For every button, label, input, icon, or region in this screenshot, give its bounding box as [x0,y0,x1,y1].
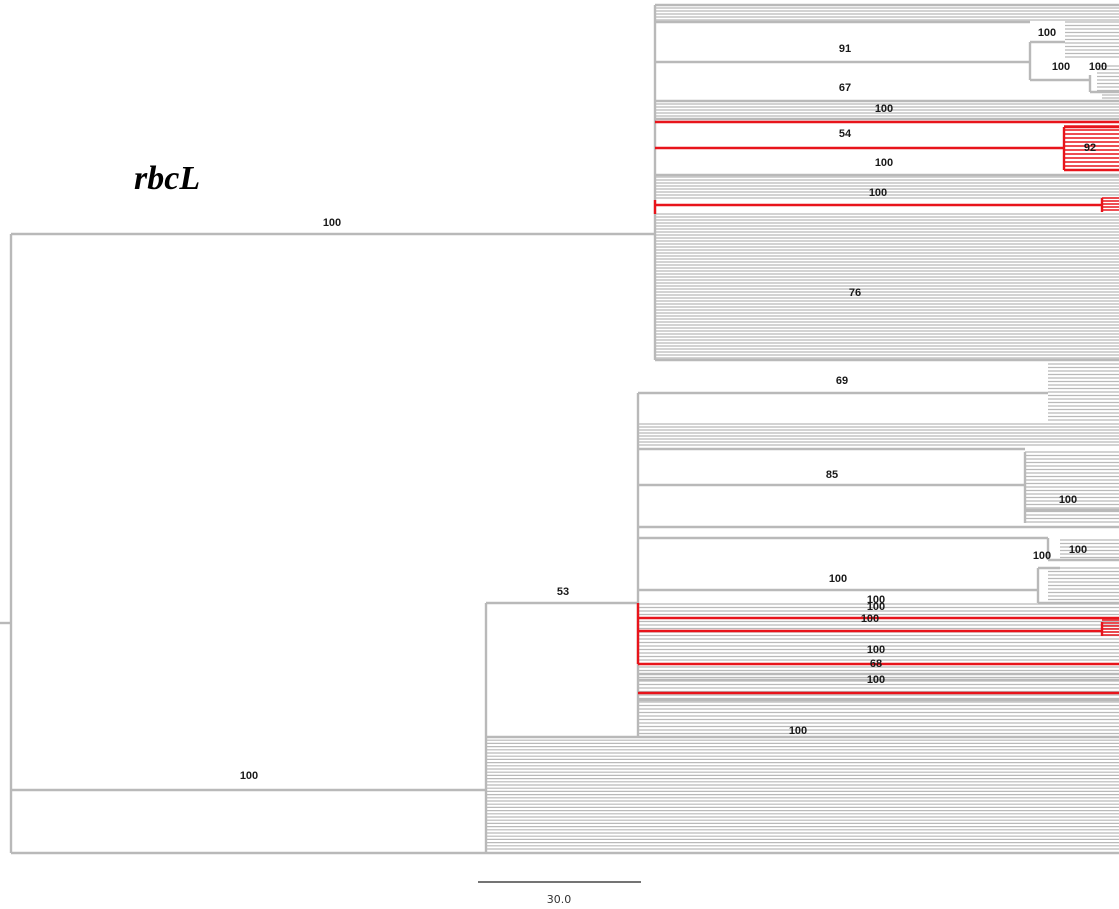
bootstrap-label: 100 [1089,61,1107,73]
bootstrap-label: 100 [867,644,885,656]
bootstrap-label: 100 [240,770,258,782]
bootstrap-label: 100 [875,103,893,115]
bootstrap-label: 92 [1084,142,1096,154]
bootstrap-label: 85 [826,469,838,481]
bootstrap-label: 100 [1038,27,1056,39]
bootstrap-label: 91 [839,43,851,55]
bootstrap-label: 100 [867,594,885,606]
bootstrap-label: 69 [836,375,848,387]
bootstrap-label: 100 [861,613,879,625]
bootstrap-label: 67 [839,82,851,94]
bootstrap-label: 54 [839,128,852,140]
bootstrap-label: 100 [1033,550,1051,562]
scale-bar: 30.0 [478,881,641,906]
bootstrap-label: 100 [1052,61,1070,73]
tree-branches [0,3,1119,855]
leaf-lines [486,7,1119,850]
bootstrap-label: 68 [870,658,882,670]
gene-title: rbcL [134,160,201,197]
bootstrap-label: 53 [557,586,569,598]
bootstrap-label: 100 [867,601,885,613]
bootstrap-label: 100 [323,217,341,229]
bootstrap-label: 100 [829,573,847,585]
bootstrap-label: 100 [875,157,893,169]
scale-bar-label: 30.0 [547,893,572,906]
bootstrap-label: 76 [849,287,861,299]
bootstrap-label: 100 [1069,544,1087,556]
bootstrap-label: 100 [867,674,885,686]
bootstrap-label: 100 [1059,494,1077,506]
bootstrap-label: 100 [789,725,807,737]
bootstrap-label: 100 [869,187,887,199]
